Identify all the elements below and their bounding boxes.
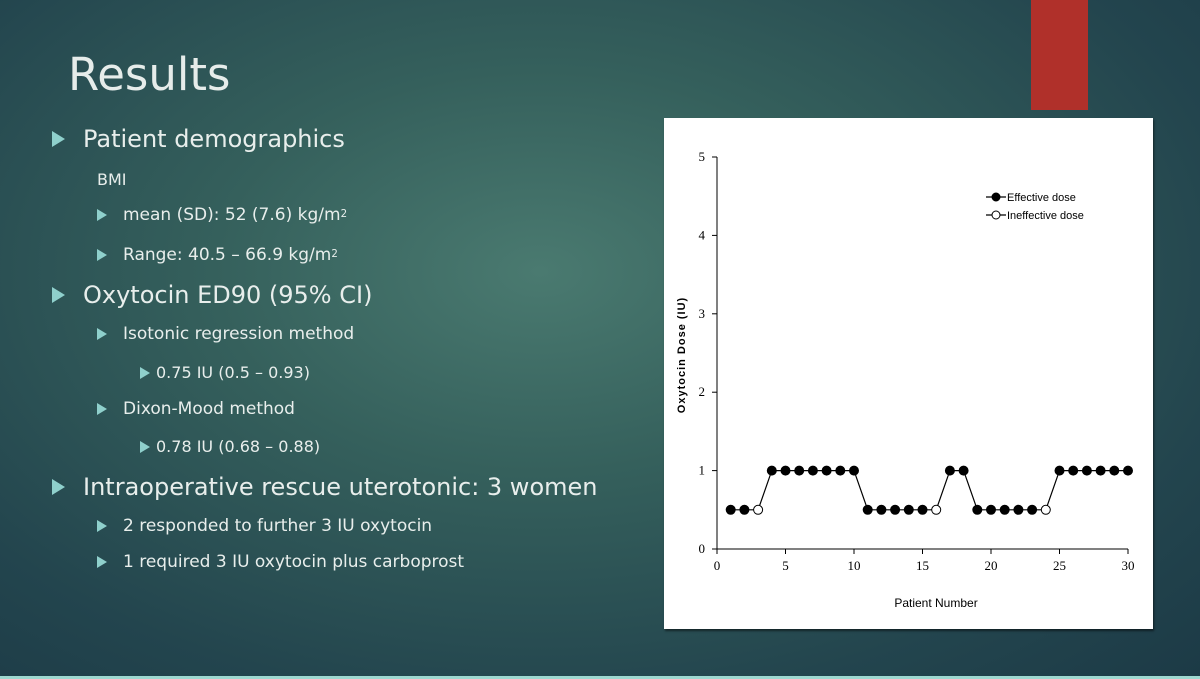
legend-marker [991, 210, 1001, 220]
bullet-item: Isotonic regression method [97, 322, 354, 346]
effective-dose-point [999, 504, 1010, 515]
superscript: 2 [331, 248, 338, 260]
effective-dose-point [986, 504, 996, 515]
effective-dose-point [739, 504, 750, 515]
bullet-item: Patient demographics [52, 127, 345, 151]
y-tick-label: 3 [699, 306, 706, 321]
bullet-arrow-icon [97, 520, 107, 532]
dose-chart: 0 5 10 15 20 25 30 0 1 2 3 4 5 Effective dose Ineffec… [676, 149, 1135, 610]
bullet-item: Intraoperative rescue uterotonic: 3 wome… [52, 475, 597, 499]
bullet-text: Range: 40.5 – 66.9 kg/m [123, 244, 332, 265]
effective-dose-point [903, 504, 914, 515]
chart-panel: 0 5 10 15 20 25 30 0 1 2 3 4 5 Effective dose Ineffec… [664, 118, 1153, 629]
bullet-arrow-icon [52, 287, 65, 303]
y-tick-label: 2 [699, 384, 706, 399]
bullet-text: Oxytocin ED90 (95% CI) [83, 281, 373, 309]
effective-dose-point [849, 465, 859, 476]
bullet-text: 0.78 IU (0.68 – 0.88) [156, 437, 321, 456]
y-tick-label: 5 [699, 149, 706, 164]
bullet-text: 2 responded to further 3 IU oxytocin [123, 515, 433, 536]
effective-dose-point [794, 465, 805, 476]
x-tick-label: 10 [848, 558, 861, 573]
legend-label: Effective dose [1007, 192, 1076, 204]
bullet-item: 0.78 IU (0.68 – 0.88) [140, 435, 320, 459]
accent-bar [1031, 0, 1088, 110]
bullet-item: Range: 40.5 – 66.9 kg/m 2 [97, 243, 338, 267]
effective-dose-point [958, 465, 969, 476]
effective-dose-point [890, 504, 901, 515]
effective-dose-point [1013, 504, 1024, 515]
effective-dose-point [1068, 465, 1079, 476]
bullet-item: Oxytocin ED90 (95% CI) [52, 283, 372, 307]
effective-dose-point [766, 465, 777, 476]
bullet-arrow-icon [52, 479, 65, 495]
effective-dose-point [917, 504, 928, 515]
x-tick-label: 0 [714, 558, 721, 573]
x-tick-label: 25 [1053, 558, 1066, 573]
effective-dose-point [1081, 465, 1092, 476]
bullet-arrow-icon [140, 441, 150, 453]
y-axis-label: Oxytocin Dose (IU) [676, 297, 688, 413]
dose-line [730, 470, 1128, 511]
effective-dose-point [862, 504, 873, 515]
x-axis-label: Patient Number [894, 596, 977, 610]
effective-dose-point [780, 465, 791, 476]
y-tick-label: 4 [699, 227, 706, 242]
bullet-text: mean (SD): 52 (7.6) kg/m [123, 204, 341, 225]
y-tick-label: 0 [699, 541, 706, 556]
bullet-text: BMI [97, 170, 127, 189]
effective-dose-point [725, 504, 736, 515]
bullet-arrow-icon [52, 131, 65, 147]
effective-dose-point [1109, 465, 1120, 476]
effective-dose-point [835, 465, 846, 476]
slide-title: Results [68, 48, 231, 101]
bullet-item: mean (SD): 52 (7.6) kg/m 2 [97, 203, 347, 227]
bullet-arrow-icon [97, 209, 107, 221]
bullet-text: Intraoperative rescue uterotonic: 3 wome… [83, 473, 598, 501]
bullet-item: 1 required 3 IU oxytocin plus carboprost [97, 550, 464, 574]
ineffective-dose-point [753, 504, 764, 515]
x-tick-label: 20 [985, 558, 998, 573]
bullet-text: 0.75 IU (0.5 – 0.93) [156, 363, 310, 382]
effective-dose-point [1123, 465, 1133, 476]
superscript: 2 [340, 208, 348, 220]
ineffective-dose-point [1040, 504, 1051, 515]
bullet-arrow-icon [97, 556, 107, 568]
bullet-text: Isotonic regression method [123, 323, 355, 344]
bullet-arrow-icon [97, 249, 107, 261]
effective-dose-point [944, 465, 955, 476]
legend-label: Ineffective dose [1007, 210, 1084, 222]
bullet-text: Dixon-Mood method [123, 398, 295, 419]
legend-marker [991, 192, 1001, 202]
bullet-arrow-icon [97, 328, 107, 340]
y-tick-label: 1 [699, 463, 706, 478]
bullet-arrow-icon [140, 367, 150, 379]
effective-dose-point [807, 465, 818, 476]
bullet-arrow-icon [97, 403, 107, 415]
effective-dose-point [876, 504, 887, 515]
bullet-text: Patient demographics [83, 125, 345, 153]
effective-dose-point [1095, 465, 1106, 476]
footer-line [0, 676, 1200, 679]
ineffective-dose-point [931, 504, 942, 515]
effective-dose-point [821, 465, 832, 476]
bullet-item: 0.75 IU (0.5 – 0.93) [140, 361, 310, 385]
bullet-item: BMI [97, 168, 127, 192]
bullet-item: Dixon-Mood method [97, 397, 295, 421]
effective-dose-point [1054, 465, 1065, 476]
x-tick-label: 15 [916, 558, 929, 573]
bullet-item: 2 responded to further 3 IU oxytocin [97, 514, 432, 538]
effective-dose-point [1027, 504, 1038, 515]
effective-dose-point [972, 504, 983, 515]
x-tick-label: 5 [782, 558, 789, 573]
x-tick-label: 30 [1122, 558, 1135, 573]
bullet-text: 1 required 3 IU oxytocin plus carboprost [123, 551, 465, 572]
